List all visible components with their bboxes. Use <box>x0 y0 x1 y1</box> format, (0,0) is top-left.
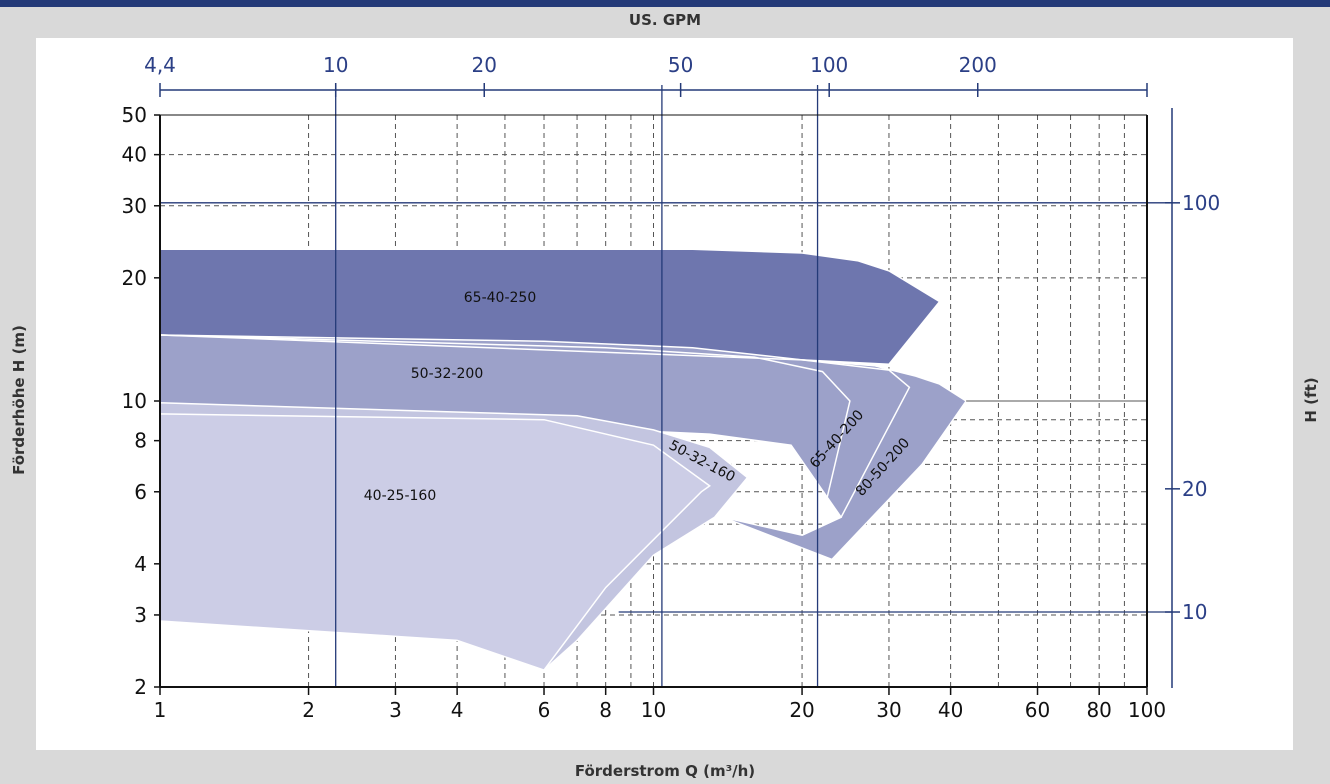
y-tick-label: 8 <box>134 429 147 453</box>
x-tick-label: 1 <box>154 698 167 722</box>
region-label-65-40-250: 65-40-250 <box>464 290 536 306</box>
region-label-40-25-160: 40-25-160 <box>364 488 436 504</box>
y-axis-title-right: H (ft) <box>1302 377 1320 422</box>
x-tick-label: 40 <box>938 698 963 722</box>
y-tick-label: 40 <box>122 143 147 167</box>
top-accent-bar <box>0 0 1330 7</box>
x-tick-label: 30 <box>876 698 901 722</box>
x-tick-label: 8 <box>599 698 612 722</box>
x-tick-label: 80 <box>1086 698 1111 722</box>
pump-regions <box>159 248 968 671</box>
gpm-tick-label: 100 <box>810 53 848 77</box>
ft-tick-label: 100 <box>1182 191 1220 215</box>
y-tick-label: 10 <box>122 389 147 413</box>
x-tick-label: 60 <box>1025 698 1050 722</box>
x-tick-label: 100 <box>1128 698 1166 722</box>
y-tick-label: 30 <box>122 194 147 218</box>
y-axis-title-left: Förderhöhe H (m) <box>10 325 28 475</box>
ft-tick-label: 10 <box>1182 600 1207 624</box>
y-tick-label: 6 <box>134 480 147 504</box>
gpm-tick-label: 20 <box>472 53 497 77</box>
x-tick-label: 2 <box>302 698 315 722</box>
x-axis-title: Förderstrom Q (m³/h) <box>575 762 755 780</box>
y-tick-label: 20 <box>122 266 147 290</box>
x-tick-label: 10 <box>641 698 666 722</box>
boundary-80-50-200 <box>159 334 911 536</box>
axes <box>154 83 1180 695</box>
gpm-tick-label: 200 <box>959 53 997 77</box>
x-tick-label: 4 <box>451 698 464 722</box>
region-40-25-160 <box>159 413 711 671</box>
y-tick-label: 2 <box>134 675 147 699</box>
reference-lines <box>160 85 1172 687</box>
x-tick-label: 20 <box>789 698 814 722</box>
boundary-65-40-200 <box>159 334 851 518</box>
region-50-32-200 <box>159 334 968 561</box>
y-tick-label: 50 <box>122 103 147 127</box>
gpm-tick-label: 50 <box>668 53 693 77</box>
y-tick-label: 4 <box>134 552 147 576</box>
x-tick-label: 3 <box>389 698 402 722</box>
region-label-50-32-200: 50-32-200 <box>411 366 483 382</box>
top-axis-title: US. GPM <box>629 11 701 29</box>
gpm-tick-label: 4,4 <box>144 53 176 77</box>
x-tick-label: 6 <box>538 698 551 722</box>
y-tick-label: 3 <box>134 603 147 627</box>
gpm-tick-label: 10 <box>323 53 348 77</box>
ft-tick-label: 20 <box>1182 477 1207 501</box>
